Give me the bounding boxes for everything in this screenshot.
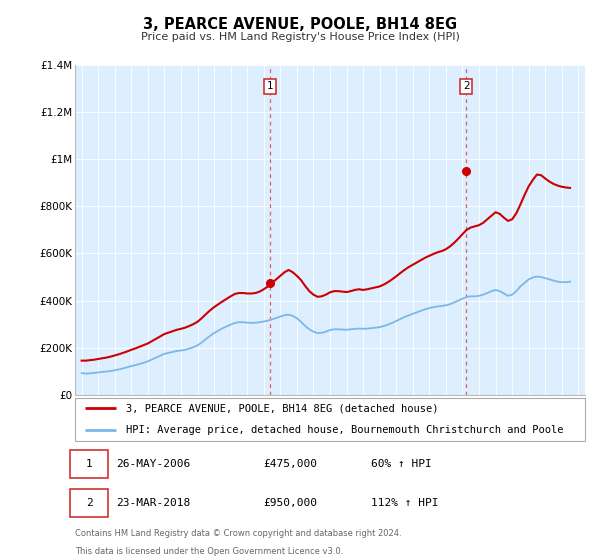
FancyBboxPatch shape	[75, 398, 585, 441]
Text: £475,000: £475,000	[264, 459, 318, 469]
Text: This data is licensed under the Open Government Licence v3.0.: This data is licensed under the Open Gov…	[75, 547, 343, 556]
Text: 26-MAY-2006: 26-MAY-2006	[116, 459, 190, 469]
Text: HPI: Average price, detached house, Bournemouth Christchurch and Poole: HPI: Average price, detached house, Bour…	[126, 424, 563, 435]
Text: £950,000: £950,000	[264, 498, 318, 507]
Text: Contains HM Land Registry data © Crown copyright and database right 2024.: Contains HM Land Registry data © Crown c…	[75, 529, 401, 538]
Text: 23-MAR-2018: 23-MAR-2018	[116, 498, 190, 507]
Text: 3, PEARCE AVENUE, POOLE, BH14 8EG: 3, PEARCE AVENUE, POOLE, BH14 8EG	[143, 17, 457, 32]
FancyBboxPatch shape	[70, 489, 108, 516]
Text: 2: 2	[463, 81, 470, 91]
FancyBboxPatch shape	[70, 450, 108, 478]
Text: 1: 1	[267, 81, 274, 91]
Text: 112% ↑ HPI: 112% ↑ HPI	[371, 498, 438, 507]
Text: 3, PEARCE AVENUE, POOLE, BH14 8EG (detached house): 3, PEARCE AVENUE, POOLE, BH14 8EG (detac…	[126, 403, 439, 413]
Text: 1: 1	[86, 459, 92, 469]
Text: 2: 2	[86, 498, 92, 507]
Text: Price paid vs. HM Land Registry's House Price Index (HPI): Price paid vs. HM Land Registry's House …	[140, 32, 460, 43]
Text: 60% ↑ HPI: 60% ↑ HPI	[371, 459, 431, 469]
